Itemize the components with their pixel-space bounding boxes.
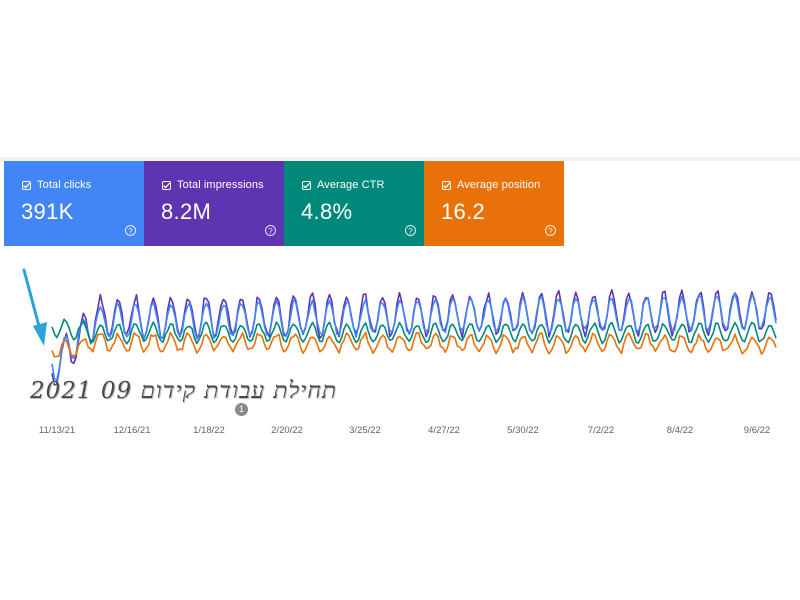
help-icon[interactable]: ? — [405, 225, 416, 236]
arrow-annotation-icon — [22, 268, 47, 346]
x-tick-label: 5/30/22 — [507, 425, 539, 436]
metric-card-position[interactable]: Average position 16.2 ? — [424, 161, 564, 246]
help-icon[interactable]: ? — [125, 225, 136, 236]
x-tick-label: 11/13/21 — [38, 425, 76, 436]
checkbox-icon[interactable] — [302, 180, 311, 190]
checkbox-icon[interactable] — [442, 180, 451, 190]
x-tick-label: 4/27/22 — [428, 425, 460, 436]
metric-value: 4.8% — [301, 199, 353, 224]
series-line-ctr — [51, 318, 777, 345]
x-tick-label: 3/25/22 — [349, 425, 381, 436]
metric-label: Total impressions — [177, 179, 264, 191]
metric-value: 16.2 — [441, 199, 486, 224]
x-tick-label: 12/16/21 — [113, 425, 151, 436]
series-line-position — [51, 331, 777, 358]
metric-value: 8.2M — [161, 199, 212, 224]
series-line-clicks — [51, 292, 777, 381]
metric-label: Total clicks — [37, 179, 92, 191]
metric-card-impressions[interactable]: Total impressions 8.2M ? — [144, 161, 284, 246]
metric-card-ctr[interactable]: Average CTR 4.8% ? — [284, 161, 424, 246]
x-tick-label: 2/20/22 — [271, 425, 303, 436]
x-tick-label: 1/18/22 — [193, 425, 225, 436]
metric-value: 391K — [21, 199, 74, 224]
checkbox-icon[interactable] — [162, 180, 171, 190]
x-tick-label: 7/2/22 — [587, 425, 615, 436]
metric-cards: Total clicks 391K ? Total impressions 8.… — [4, 161, 564, 246]
metric-label: Average CTR — [317, 179, 385, 191]
metric-card-clicks[interactable]: Total clicks 391K ? — [4, 161, 144, 246]
checkbox-icon[interactable] — [22, 180, 31, 190]
performance-chart[interactable] — [0, 246, 800, 446]
annotation-marker[interactable]: 1 — [235, 403, 248, 416]
metric-label: Average position — [457, 179, 541, 191]
annotation-text: תחילת עבודת קידום 09 2021 — [30, 378, 337, 404]
help-icon[interactable]: ? — [545, 225, 556, 236]
x-tick-label: 9/6/22 — [743, 425, 771, 436]
top-divider — [0, 157, 800, 161]
help-icon[interactable]: ? — [265, 225, 276, 236]
x-tick-label: 8/4/22 — [666, 425, 694, 436]
